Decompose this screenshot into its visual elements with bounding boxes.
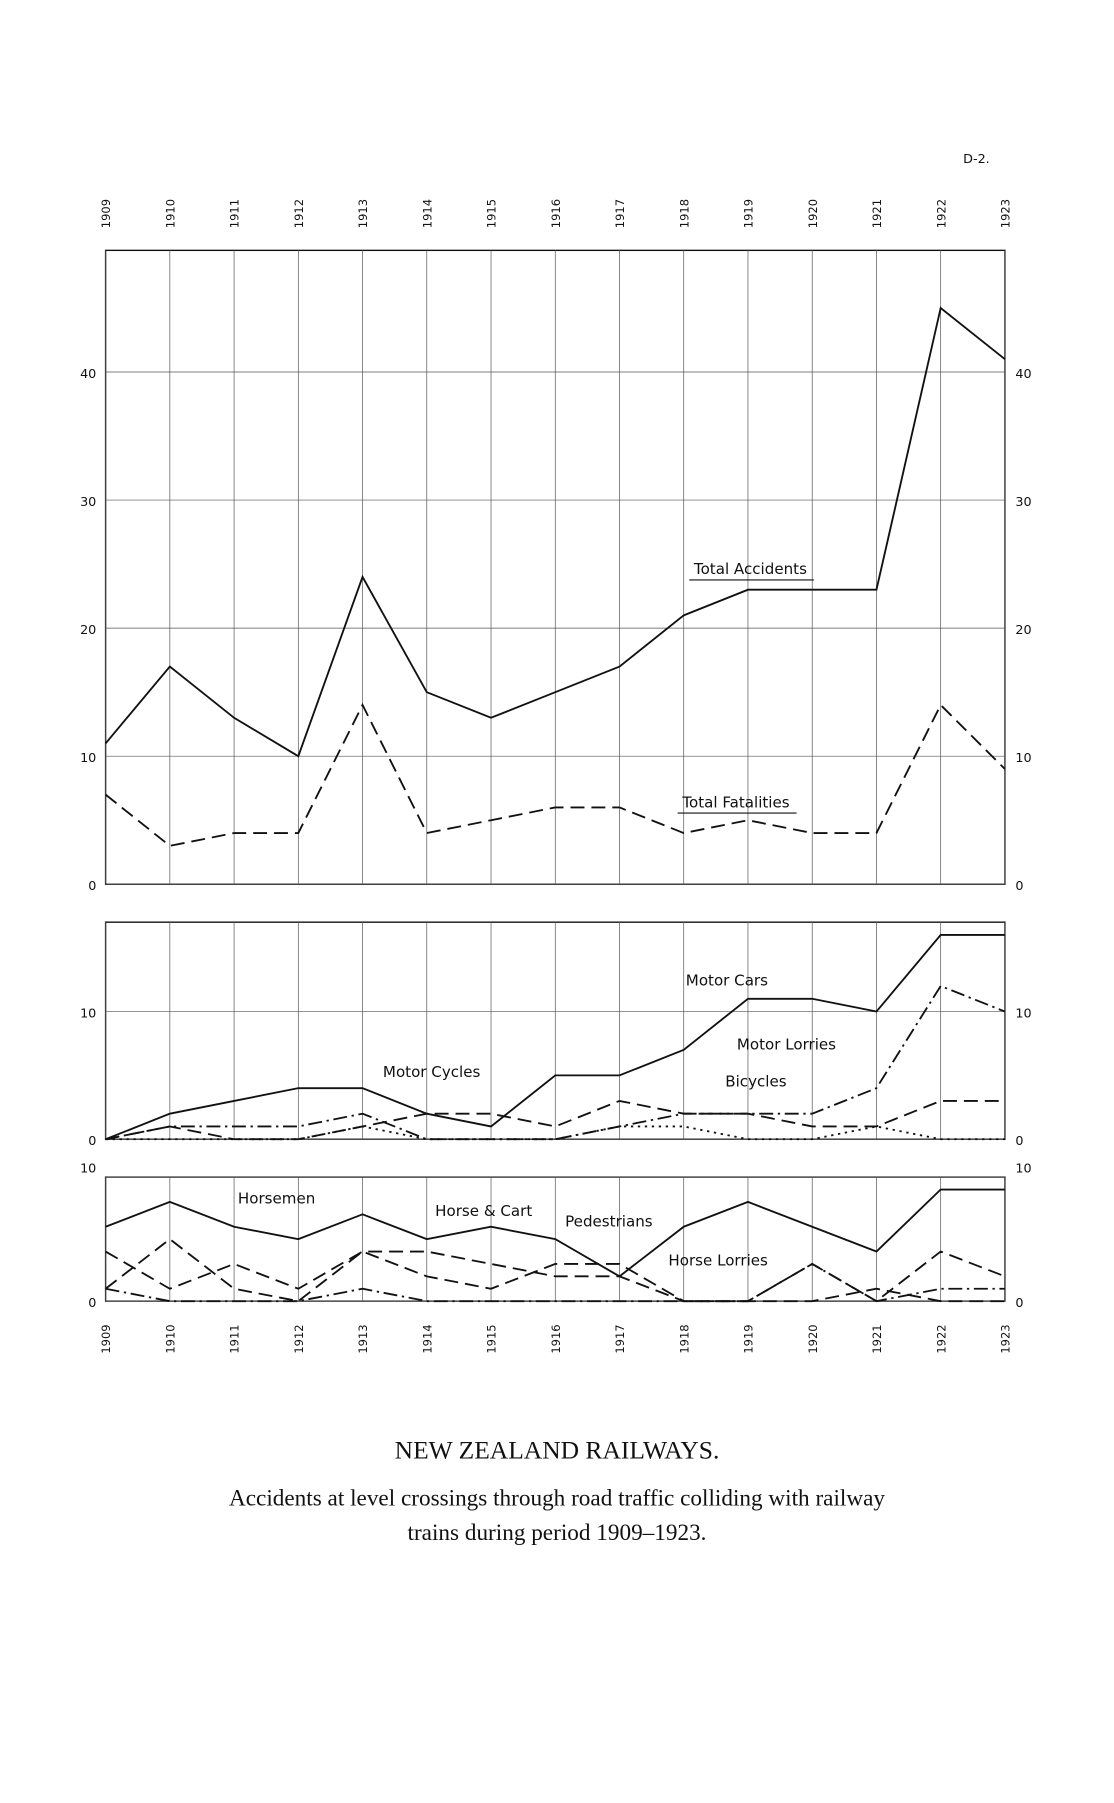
y-tick-label: 20 (80, 622, 96, 637)
y-tick-label: 0 (88, 1295, 96, 1310)
page-label: D-2. (963, 151, 990, 166)
y-tick-label: 20 (1015, 622, 1031, 637)
x-tick-label: 1916 (549, 199, 563, 228)
series-label: Horse & Cart (435, 1202, 532, 1220)
y-tick-label: 40 (80, 366, 96, 381)
data-line (105, 934, 1005, 1141)
series-label: Motor Lorries (737, 1036, 836, 1054)
series-label: Motor Cycles (383, 1063, 481, 1081)
y-tick-label: 30 (1015, 494, 1031, 509)
y-tick-label: 0 (88, 1133, 96, 1148)
series-label: Total Accidents (693, 560, 807, 578)
data-line (104, 306, 1006, 758)
y-tick-label: 0 (88, 878, 96, 893)
x-tick-label: 1916 (549, 1324, 563, 1353)
x-tick-label: 1913 (356, 199, 370, 228)
x-tick-label: 1910 (163, 1324, 177, 1353)
y-tick-label: 10 (80, 750, 96, 765)
series-label: Pedestrians (565, 1213, 653, 1231)
y-tick-label: 10 (80, 1161, 96, 1176)
x-tick-label: 1917 (613, 1324, 627, 1353)
x-tick-label: 1920 (806, 199, 820, 228)
y-tick-label: 30 (80, 494, 96, 509)
x-tick-label: 1922 (934, 199, 948, 228)
y-tick-label: 0 (1015, 1295, 1023, 1310)
x-tick-label: 1919 (742, 199, 756, 228)
caption-line: Accidents at level crossings through roa… (229, 1485, 885, 1511)
x-tick-label: 1913 (356, 1324, 370, 1353)
x-tick-label: 1922 (934, 1324, 948, 1353)
x-tick-label: 1910 (163, 199, 177, 228)
x-tick-label: 1920 (806, 1324, 820, 1353)
y-tick-label: 10 (80, 1005, 96, 1020)
series-label: Motor Cars (686, 971, 768, 989)
data-line (105, 1237, 1005, 1303)
x-tick-label: 1909 (99, 199, 113, 228)
series-label: Bicycles (725, 1072, 787, 1090)
y-tick-label: 10 (1015, 1005, 1031, 1020)
x-tick-label: 1915 (485, 1324, 499, 1353)
x-tick-label: 1917 (613, 199, 627, 228)
y-tick-label: 10 (1015, 750, 1031, 765)
data-line (105, 1099, 1005, 1141)
y-tick-label: 10 (1015, 1161, 1031, 1176)
y-tick-label: 0 (1015, 1133, 1023, 1148)
data-line (105, 1262, 1005, 1303)
x-tick-label: 1911 (228, 1324, 242, 1353)
x-tick-label: 1912 (292, 1324, 306, 1353)
x-tick-label: 1918 (677, 1324, 691, 1353)
x-tick-label: 1915 (485, 199, 499, 228)
caption-title: NEW ZEALAND RAILWAYS. (395, 1437, 720, 1465)
caption-line: trains during period 1909–1923. (408, 1519, 707, 1545)
y-tick-label: 40 (1015, 366, 1031, 381)
x-tick-label: 1921 (870, 1324, 884, 1353)
x-tick-label: 1918 (677, 199, 691, 228)
x-tick-label: 1921 (870, 199, 884, 228)
y-tick-label: 0 (1015, 878, 1023, 893)
x-tick-label: 1912 (292, 199, 306, 228)
x-tick-label: 1914 (420, 199, 434, 228)
x-tick-label: 1919 (742, 1324, 756, 1353)
data-line (105, 1188, 1005, 1278)
x-tick-label: 1923 (999, 1324, 1013, 1353)
series-label: Total Fatalities (681, 793, 789, 811)
x-tick-label: 1909 (99, 1324, 113, 1353)
series-label: Horsemen (238, 1190, 315, 1208)
series-label: Horse Lorries (668, 1252, 768, 1270)
x-tick-label: 1923 (999, 199, 1013, 228)
data-line (105, 702, 1006, 847)
x-tick-label: 1914 (420, 1324, 434, 1353)
x-tick-label: 1911 (228, 199, 242, 228)
